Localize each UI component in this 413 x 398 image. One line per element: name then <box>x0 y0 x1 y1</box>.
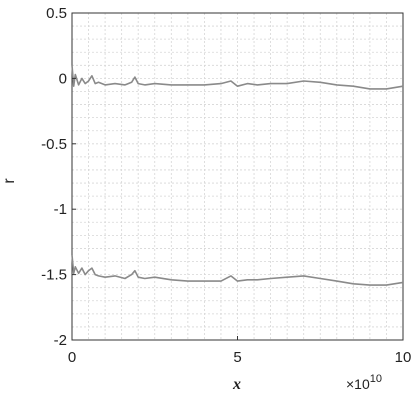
y-tick-label: -1.5 <box>41 267 67 284</box>
series-group <box>71 65 404 286</box>
grid <box>71 12 404 341</box>
ticks: 0 5 10 0.5 0 -0.5 -1 -1.5 -2 <box>41 5 411 366</box>
y-tick-label: 0 <box>59 70 67 87</box>
x-tick-label: 0 <box>68 349 76 366</box>
y-axis-label: r <box>1 178 18 184</box>
x-axis-exponent: ×1010 <box>346 373 382 392</box>
series-line-2 <box>71 254 404 286</box>
y-tick-label: -0.5 <box>41 136 67 153</box>
x-axis-label: x <box>232 376 241 393</box>
x-axis-exponent-power: 10 <box>370 373 382 385</box>
x-tick-label: 5 <box>233 349 241 366</box>
y-tick-label: -2 <box>54 332 67 349</box>
x-axis-exponent-base: ×10 <box>346 376 370 392</box>
y-tick-label: -1 <box>54 201 67 218</box>
series-line-1 <box>71 65 404 90</box>
x-tick-label: 10 <box>395 349 412 366</box>
y-tick-label: 0.5 <box>46 5 67 22</box>
